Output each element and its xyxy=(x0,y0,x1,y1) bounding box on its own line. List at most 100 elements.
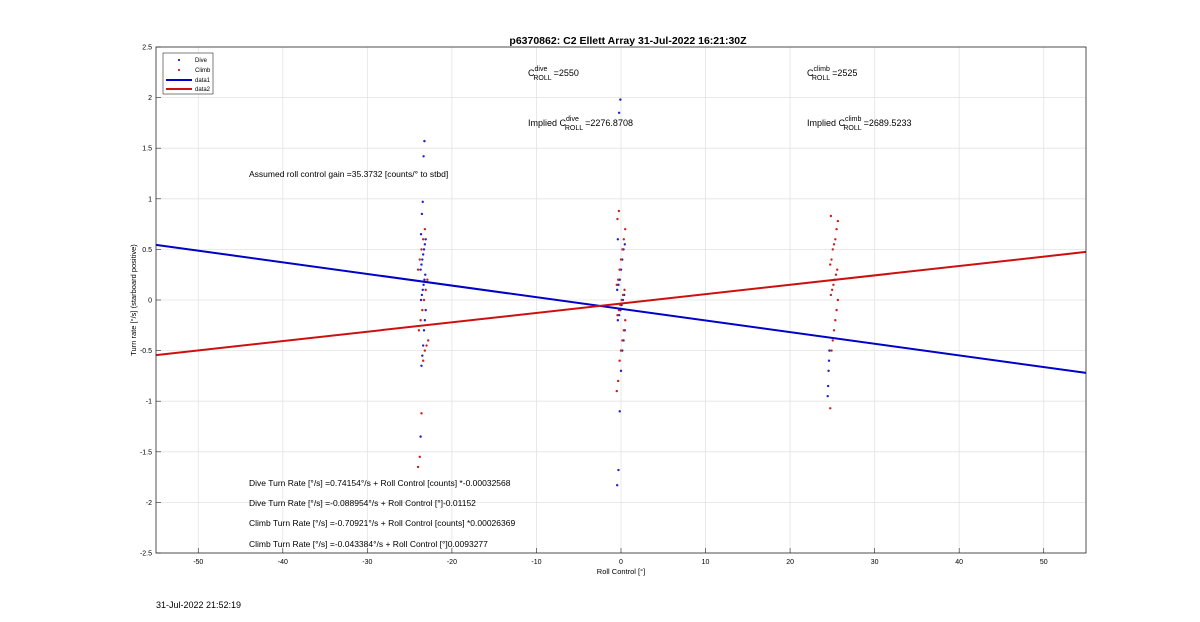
scatter-points xyxy=(416,98,840,487)
point-dive xyxy=(421,258,424,261)
point-climb xyxy=(831,248,834,251)
point-dive xyxy=(422,283,425,287)
point-climb xyxy=(836,298,840,302)
y-tick-label: 2 xyxy=(148,95,152,102)
point-dive xyxy=(828,349,831,352)
point-dive xyxy=(422,155,425,158)
y-tick-label: 0.5 xyxy=(142,247,152,254)
point-climb xyxy=(426,278,429,281)
point-climb xyxy=(621,293,625,297)
point-dive xyxy=(419,298,423,302)
point-dive xyxy=(419,435,422,438)
point-dive xyxy=(623,243,627,246)
point-climb xyxy=(423,349,427,352)
point-climb xyxy=(615,283,618,287)
point-climb xyxy=(421,359,425,362)
point-climb xyxy=(832,243,836,246)
point-climb xyxy=(624,319,627,322)
point-climb xyxy=(616,278,620,281)
point-dive xyxy=(422,329,426,332)
line-data1 xyxy=(155,243,1087,374)
point-dive xyxy=(424,238,427,241)
point-climb xyxy=(622,238,626,241)
point-climb xyxy=(421,238,425,241)
point-climb xyxy=(829,407,832,410)
x-axis-label: Roll Control [°] xyxy=(597,567,645,576)
point-climb xyxy=(416,268,420,271)
annotation-roll-gain: Assumed roll control gain =35.3732 [coun… xyxy=(249,169,448,179)
point-dive xyxy=(617,468,620,472)
y-tick-label: -1.5 xyxy=(140,449,152,456)
point-climb xyxy=(623,288,626,292)
point-climb xyxy=(832,283,835,287)
point-climb xyxy=(829,293,833,297)
point-climb xyxy=(621,248,624,251)
point-dive xyxy=(421,344,425,347)
point-dive xyxy=(421,200,424,204)
legend-label: data2 xyxy=(195,87,211,93)
legend: Dive Climb data1 data2 xyxy=(162,52,214,95)
chart-title: p6370862: C2 Ellett Array 31-Jul-2022 16… xyxy=(509,35,747,47)
annotation-c-roll-climb: Cclimb ROLL=2525 xyxy=(807,66,857,82)
point-climb xyxy=(619,349,623,352)
point-climb xyxy=(616,379,620,383)
point-climb xyxy=(422,298,426,302)
point-climb xyxy=(423,227,427,231)
point-climb xyxy=(421,308,424,312)
point-climb xyxy=(420,412,423,415)
point-climb xyxy=(834,238,837,241)
point-climb xyxy=(834,319,837,322)
y-tick-label: 2.5 xyxy=(142,45,152,52)
point-climb xyxy=(618,268,621,271)
point-dive xyxy=(827,369,830,373)
point-climb xyxy=(427,339,430,342)
point-climb xyxy=(831,339,834,342)
x-axis-ticks: -50 -40 -30 -20 -10 0 10 20 30 40 50 xyxy=(193,548,1048,566)
annotation-implied-c-roll-dive: Implied Cdive ROLL=2276.8708 xyxy=(528,116,633,132)
point-climb xyxy=(836,268,839,271)
point-dive xyxy=(423,243,427,246)
point-climb xyxy=(417,329,421,332)
point-climb xyxy=(416,465,420,469)
point-climb xyxy=(617,209,621,213)
legend-entry-data1: data1 xyxy=(166,78,211,84)
y-tick-label: -2 xyxy=(146,500,152,507)
legend-entry-dive: Dive xyxy=(177,58,208,64)
point-climb xyxy=(835,227,838,231)
x-tick-label: -50 xyxy=(193,559,203,566)
line-data2 xyxy=(155,250,1087,357)
point-climb xyxy=(420,248,423,251)
annotation-climb-eq-degrees: Climb Turn Rate [°/s] =-0.043384°/s + Ro… xyxy=(249,539,488,549)
fit-lines xyxy=(155,243,1087,374)
legend-entry-climb: Climb xyxy=(177,68,211,74)
point-dive xyxy=(420,364,423,367)
point-dive xyxy=(420,293,424,297)
plot-frame xyxy=(155,46,1087,554)
x-tick-label: 30 xyxy=(871,559,879,566)
point-climb xyxy=(832,329,836,332)
y-tick-label: -0.5 xyxy=(140,348,152,355)
annotation-climb-eq-counts: Climb Turn Rate [°/s] =-0.70921°/s + Rol… xyxy=(249,518,515,528)
y-tick-label: 1 xyxy=(148,196,152,203)
print-timestamp: 31-Jul-2022 21:52:19 xyxy=(156,600,242,610)
point-climb xyxy=(829,214,833,218)
legend-box xyxy=(162,52,214,95)
point-dive xyxy=(826,394,829,398)
annotation-dive-eq-counts: Dive Turn Rate [°/s] =0.74154°/s + Roll … xyxy=(249,478,511,488)
x-tick-label: -10 xyxy=(531,559,541,566)
point-dive xyxy=(424,273,427,276)
point-dive xyxy=(421,288,424,292)
legend-label: Climb xyxy=(195,68,211,74)
point-dive xyxy=(419,268,422,271)
point-climb xyxy=(419,319,422,322)
x-tick-label: 50 xyxy=(1040,559,1048,566)
legend-label: Dive xyxy=(195,58,208,64)
point-dive xyxy=(421,354,424,357)
point-dive xyxy=(419,233,423,236)
point-dive xyxy=(615,483,619,487)
y-axis-ticks: -2.5 -2 -1.5 -1 -0.5 0 0.5 1 1.5 2 2.5 xyxy=(140,45,161,558)
point-dive xyxy=(827,359,831,362)
point-dive xyxy=(422,248,426,251)
point-dive xyxy=(420,212,424,216)
